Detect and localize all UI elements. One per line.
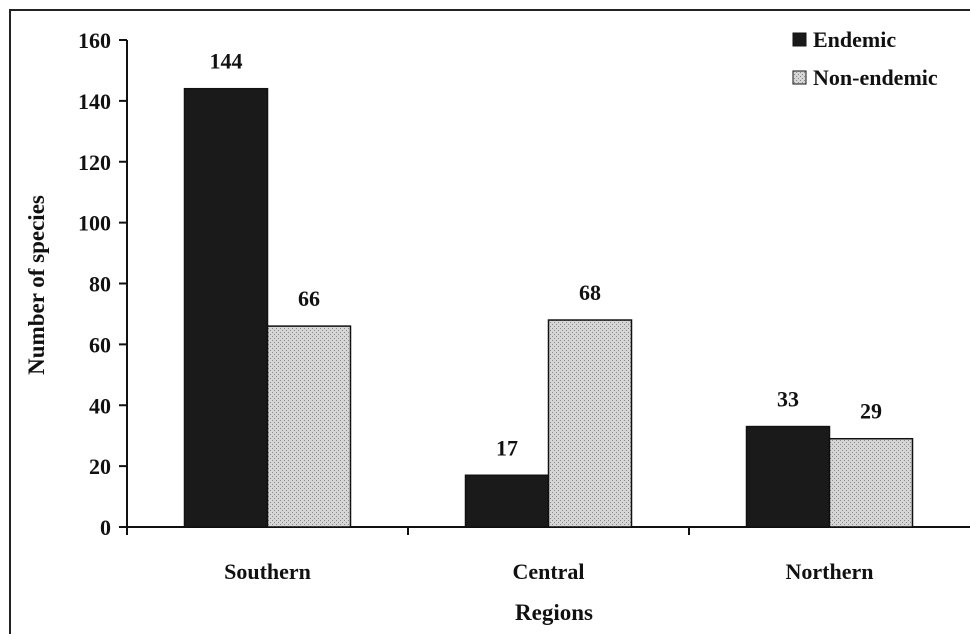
legend-label-non-endemic: Non-endemic bbox=[813, 65, 938, 90]
bar-non-endemic-central bbox=[547, 319, 633, 528]
bar-endemic-southern bbox=[183, 87, 269, 528]
y-tick-label: 100 bbox=[78, 211, 111, 236]
legend: Endemic Non-endemic bbox=[792, 27, 938, 90]
legend-swatch-endemic bbox=[792, 32, 807, 47]
x-axis-title: Regions bbox=[515, 600, 593, 625]
data-label: 33 bbox=[777, 387, 799, 412]
y-axis-title: Number of species bbox=[24, 195, 49, 375]
data-label: 66 bbox=[298, 286, 320, 311]
y-tick-label: 80 bbox=[89, 272, 111, 297]
y-tick-label: 0 bbox=[100, 515, 111, 540]
data-label: 144 bbox=[210, 49, 243, 74]
x-tick-label: Central bbox=[512, 559, 584, 584]
y-tick-label: 60 bbox=[89, 332, 111, 357]
y-tick-label: 160 bbox=[78, 28, 111, 53]
bar-endemic-northern bbox=[745, 425, 831, 528]
y-tick-label: 40 bbox=[89, 393, 111, 418]
bar-non-endemic-southern bbox=[266, 325, 352, 528]
y-tick-label: 140 bbox=[78, 89, 111, 114]
bar-endemic-central bbox=[464, 474, 550, 528]
x-tick-label: Northern bbox=[786, 559, 874, 584]
y-tick-label: 20 bbox=[89, 454, 111, 479]
data-label: 68 bbox=[579, 280, 601, 305]
legend-label-endemic: Endemic bbox=[813, 27, 896, 52]
y-tick-label: 120 bbox=[78, 150, 111, 175]
x-tick-label: Southern bbox=[224, 559, 311, 584]
bar-non-endemic-northern bbox=[828, 437, 914, 528]
data-label: 29 bbox=[860, 399, 882, 424]
legend-swatch-non-endemic bbox=[792, 70, 807, 85]
chart-border bbox=[9, 9, 970, 639]
data-label: 17 bbox=[496, 435, 518, 460]
